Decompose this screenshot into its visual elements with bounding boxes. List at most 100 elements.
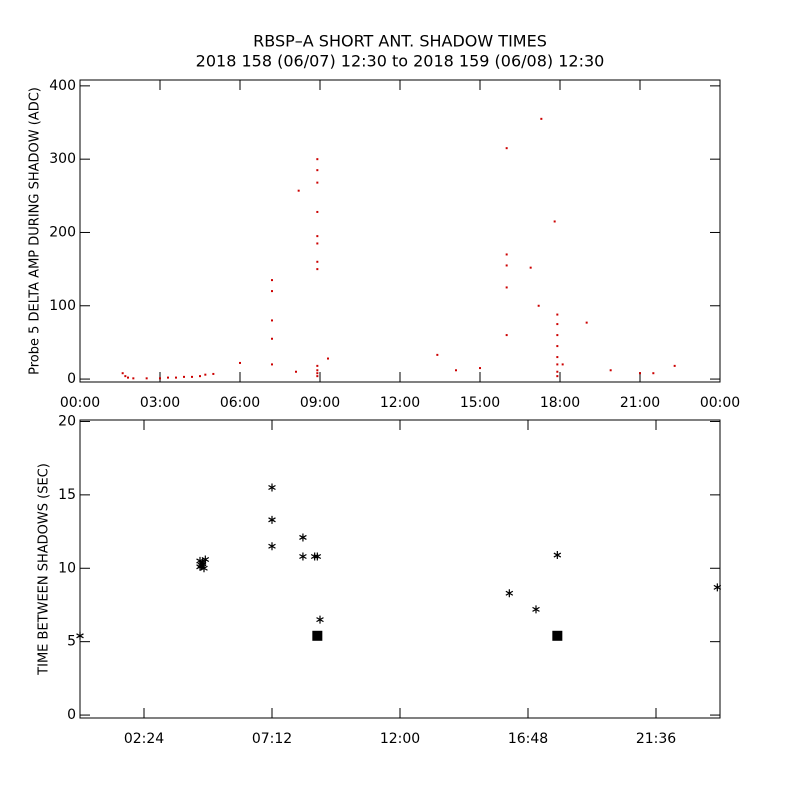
y-tick-label: 20 <box>58 413 76 429</box>
dot-point <box>553 220 556 223</box>
dot-point <box>199 375 201 378</box>
dot-point <box>145 377 148 380</box>
dot-point <box>271 337 273 340</box>
dot-point <box>505 264 508 267</box>
asterisk-point <box>713 583 722 592</box>
dot-point <box>505 253 508 256</box>
x-tick-label: 06:00 <box>220 395 260 411</box>
x-tick-label: 21:36 <box>636 731 676 747</box>
dot-point <box>316 242 319 245</box>
asterisk-point <box>553 551 562 560</box>
asterisk-point <box>268 542 276 551</box>
asterisk-point <box>268 515 276 524</box>
dot-point <box>556 356 559 359</box>
dot-point <box>556 334 559 337</box>
dot-point <box>585 321 588 324</box>
asterisk-point <box>299 533 307 542</box>
x-tick-label: 16:48 <box>508 731 548 747</box>
dot-point <box>316 235 319 238</box>
dot-point <box>556 323 559 326</box>
dot-point <box>556 345 559 348</box>
dot-point <box>295 370 297 373</box>
square-point <box>552 630 563 641</box>
dot-point <box>316 372 319 375</box>
x-tick-label: 21:00 <box>620 395 660 411</box>
y-tick-label: 15 <box>58 487 76 503</box>
dot-point <box>271 319 273 322</box>
x-tick-label: 18:00 <box>540 395 580 411</box>
y-tick-label: 400 <box>49 78 76 94</box>
dot-point <box>271 290 273 293</box>
dot-point <box>316 375 319 378</box>
x-tick-label: 02:24 <box>124 731 164 747</box>
dot-point <box>673 364 676 367</box>
dot-point <box>191 375 193 378</box>
y-tick-label: 10 <box>58 560 76 576</box>
dot-point <box>316 260 319 263</box>
asterisk-point <box>505 589 514 598</box>
dot-point <box>316 369 319 372</box>
dot-point <box>529 266 532 269</box>
asterisk-point <box>268 483 276 492</box>
dot-point <box>556 370 559 373</box>
dot-point <box>327 357 329 360</box>
dot-point <box>271 279 273 282</box>
dot-point <box>159 377 161 380</box>
dot-point <box>167 376 169 379</box>
y-tick-label: 0 <box>67 707 76 723</box>
y-axis-label: TIME BETWEEN SHADOWS (SEC) <box>37 463 52 676</box>
x-tick-label: 00:00 <box>60 395 100 411</box>
x-tick-label: 00:00 <box>700 395 740 411</box>
y-tick-label: 200 <box>49 224 76 240</box>
dot-point <box>556 313 559 316</box>
dot-point <box>505 147 508 150</box>
dot-point <box>121 372 124 375</box>
dot-point <box>271 363 273 366</box>
x-tick-label: 07:12 <box>252 731 292 747</box>
x-tick-label: 12:00 <box>380 395 420 411</box>
chart-title: RBSP–A SHORT ANT. SHADOW TIMES <box>253 32 547 51</box>
asterisk-point <box>532 605 540 614</box>
y-tick-label: 300 <box>49 151 76 167</box>
dot-point <box>556 375 559 378</box>
x-tick-label: 15:00 <box>460 395 500 411</box>
dot-point <box>505 334 508 337</box>
dot-point <box>316 158 319 161</box>
dot-point <box>316 268 319 271</box>
dot-point <box>316 364 319 367</box>
asterisk-point <box>316 615 324 624</box>
asterisk-point <box>299 552 307 561</box>
dot-point <box>183 375 185 378</box>
dot-point <box>537 304 540 307</box>
y-tick-label: 5 <box>67 634 76 650</box>
asterisk-point <box>313 552 322 561</box>
dot-point <box>316 169 319 172</box>
dot-point <box>212 372 215 375</box>
dot-point <box>652 372 655 375</box>
square-point <box>312 630 323 641</box>
dot-point <box>561 363 564 366</box>
dot-point <box>297 189 300 192</box>
dot-point <box>316 210 319 213</box>
chart-subtitle: 2018 158 (06/07) 12:30 to 2018 159 (06/0… <box>196 52 605 71</box>
dot-point <box>175 376 177 379</box>
asterisk-point <box>76 631 84 640</box>
y-tick-label: 100 <box>49 298 76 314</box>
x-tick-label: 12:00 <box>380 731 420 747</box>
dot-point <box>132 377 135 380</box>
asterisk-point <box>198 559 207 568</box>
dot-point <box>609 369 612 372</box>
y-axis-label: Probe 5 DELTA AMP DURING SHADOW (ADC) <box>28 87 43 375</box>
dot-point <box>239 361 241 364</box>
dot-point <box>124 375 127 378</box>
dot-point <box>639 372 641 375</box>
asterisk-point <box>200 564 208 573</box>
dot-point <box>455 369 457 372</box>
y-tick-label: 0 <box>67 371 76 387</box>
x-tick-label: 09:00 <box>300 395 340 411</box>
dot-point <box>127 376 129 379</box>
dot-point <box>540 117 543 120</box>
dot-point <box>436 353 439 356</box>
